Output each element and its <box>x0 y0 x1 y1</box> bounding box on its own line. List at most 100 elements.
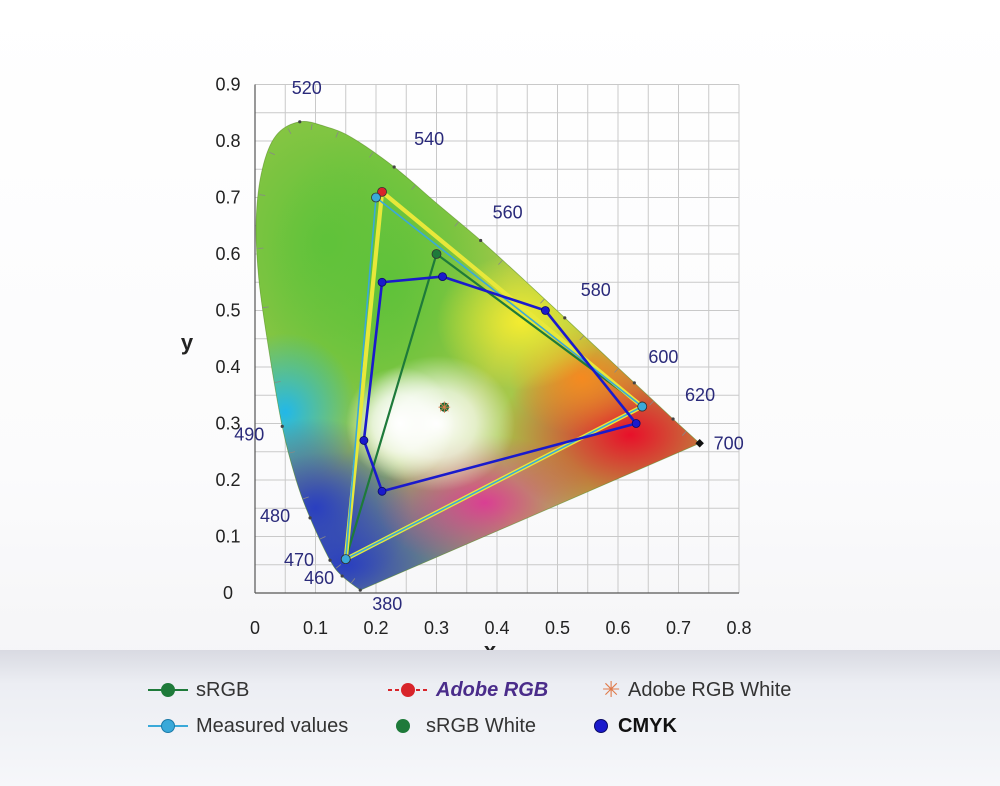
wavelength-label: 460 <box>304 568 334 588</box>
srgb-white-dot-icon <box>388 713 418 739</box>
y-axis-title: y <box>181 330 194 355</box>
series-srgb-white-point <box>439 402 449 412</box>
series-cmyk-point <box>377 486 387 496</box>
locus-tick-mark <box>392 165 396 169</box>
series-adobe-rgb-point <box>377 186 387 197</box>
locus-minor-tick <box>274 381 281 383</box>
locus-minor-tick <box>649 400 654 406</box>
y-tick-label: 0.8 <box>215 131 240 151</box>
y-tick-label: 0.3 <box>215 414 240 434</box>
locus-minor-tick <box>614 367 619 373</box>
locus-minor-tick <box>310 123 313 131</box>
legend-label-adobe-rgb: Adobe RGB <box>436 678 549 701</box>
chart-svg: ✳ 0 0.1 0.2 0.3 0.4 0.5 0.6 0.7 0.8 0 0.1 0.2 0.3 0.4… <box>181 75 752 651</box>
series-measured-values-point <box>340 554 351 564</box>
locus-minor-tick <box>289 451 296 454</box>
tick-labels: 0 0.1 0.2 0.3 0.4 0.5 0.6 0.7 0.8 0 0.1 0.2 0.3 0.4 0.… <box>215 75 751 639</box>
legend-label-measured: Measured values <box>196 714 349 737</box>
locus-minor-tick <box>335 131 339 138</box>
asterisk-icon: ✳ <box>602 677 621 702</box>
spectral-locus-gamut <box>255 121 701 591</box>
y-tick-label: 0.5 <box>215 301 240 321</box>
locus-minor-tick <box>259 194 266 196</box>
legend-item-cmyk: CMYK <box>592 713 677 739</box>
wavelength-label: 600 <box>648 347 678 367</box>
series-measured-values-point <box>637 401 648 412</box>
locus-end-marker <box>695 439 704 448</box>
x-tick-label: 0.7 <box>666 618 691 638</box>
x-tick-label: 0.3 <box>424 618 449 638</box>
locus-minor-tick <box>319 536 326 540</box>
x-axis-title: x <box>484 638 497 650</box>
legend-item-measured: Measured values <box>148 713 348 739</box>
locus-minor-tick <box>498 259 503 265</box>
series-cmyk-point <box>377 277 387 287</box>
locus-minor-tick <box>579 335 585 341</box>
cie-chromaticity-chart: ✳ 0 0.1 0.2 0.3 0.4 0.5 0.6 0.7 0.8 0 0.1 0.2 0.3 0.4… <box>181 75 752 651</box>
locus-minor-tick <box>269 151 275 155</box>
locus-minor-tick <box>335 564 342 569</box>
series-layer: ✳ <box>340 186 704 564</box>
locus-minor-tick <box>540 298 545 304</box>
x-tick-label: 0 <box>250 618 260 638</box>
series-adobe-rgb-white-marker: ✳ <box>438 398 451 417</box>
series-measured-values-point <box>371 192 381 203</box>
y-tick-label: 0 <box>223 583 233 603</box>
x-tick-label: 0.8 <box>726 618 751 638</box>
series-cmyk-point <box>631 419 641 428</box>
x-tick-label: 0.1 <box>303 618 328 638</box>
locus-tick-mark <box>280 424 284 428</box>
locus-minor-tick <box>287 128 292 134</box>
locus-minor-tick <box>350 578 356 584</box>
wavelength-label: 560 <box>493 202 523 222</box>
locus-tick-mark <box>632 381 636 385</box>
locus-minor-tick <box>262 306 269 309</box>
series-cmyk-point <box>438 272 447 282</box>
y-tick-label: 0.6 <box>215 244 240 264</box>
locus-tick-mark <box>358 588 362 592</box>
locus-tick-mark <box>328 558 332 562</box>
y-tick-label: 0.4 <box>215 357 240 377</box>
y-tick-label: 0.9 <box>215 75 240 95</box>
wavelength-label: 480 <box>260 506 290 526</box>
series-measured-values-polygon <box>344 196 644 560</box>
legend-label-adobe-rgb-white: Adobe RGB White <box>628 678 792 701</box>
legend-item-adobe-rgb: Adobe RGB <box>388 677 548 703</box>
srgb-line-icon <box>148 677 188 703</box>
cmyk-dot-icon <box>592 713 614 739</box>
legend-label-srgb-white: sRGB White <box>426 714 537 737</box>
locus-tick-mark <box>563 316 567 320</box>
legend-item-adobe-rgb-white: ✳ Adobe RGB White <box>590 677 791 703</box>
wavelength-label: 700 <box>714 433 744 453</box>
y-tick-label: 0.1 <box>215 527 240 547</box>
legend: sRGB Adobe RGB ✳ Adobe RGB White Measure… <box>0 650 1000 786</box>
x-tick-label: 0.2 <box>363 618 388 638</box>
wavelength-label: 470 <box>284 550 314 570</box>
wavelength-label: 520 <box>292 78 322 98</box>
x-tick-label: 0.6 <box>605 618 630 638</box>
legend-item-srgb: sRGB <box>148 677 249 703</box>
wavelength-label: 380 <box>372 594 402 614</box>
locus-tick-mark <box>298 120 302 124</box>
gamut-color-blob <box>345 367 455 480</box>
series-srgb-point <box>431 249 442 259</box>
wavelength-label: 580 <box>581 280 611 300</box>
gamut-fill <box>256 121 700 591</box>
y-tick-label: 0.7 <box>215 188 240 208</box>
adobe-rgb-line-icon <box>388 677 428 703</box>
legend-item-srgb-white: sRGB White <box>388 713 536 739</box>
legend-label-cmyk: CMYK <box>618 714 677 737</box>
series-cmyk-point <box>541 306 550 315</box>
locus-tick-mark <box>308 516 312 520</box>
wavelength-label: 620 <box>685 385 715 405</box>
wavelength-label: 490 <box>234 424 264 444</box>
x-tick-label: 0.4 <box>484 618 509 638</box>
y-tick-label: 0.2 <box>215 470 240 490</box>
locus-minor-tick <box>302 496 309 500</box>
locus-tick-mark <box>671 417 675 421</box>
locus-tick-mark <box>340 574 344 578</box>
wavelength-label: 540 <box>414 129 444 149</box>
legend-label-srgb: sRGB <box>196 678 250 701</box>
measured-line-icon <box>148 713 188 739</box>
